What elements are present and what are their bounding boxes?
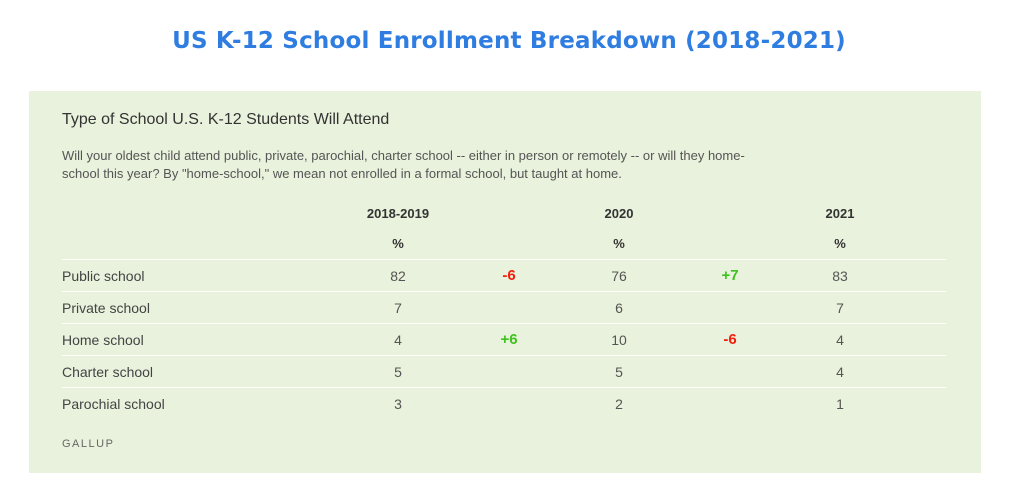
value-cell: 7 bbox=[836, 300, 844, 316]
source-label: GALLUP bbox=[62, 438, 115, 450]
row-label: Charter school bbox=[62, 364, 154, 380]
page-title: US K-12 School Enrollment Breakdown (201… bbox=[172, 28, 846, 54]
value-cell: 6 bbox=[615, 300, 623, 316]
value-cell: 4 bbox=[394, 332, 402, 348]
table-row: Private school 7 6 7 bbox=[62, 291, 946, 324]
value-cell: 2 bbox=[615, 396, 623, 412]
value-cell: 4 bbox=[836, 364, 844, 380]
value-cell: 3 bbox=[394, 396, 402, 412]
column-unit: % bbox=[834, 236, 846, 251]
value-cell: 82 bbox=[390, 268, 406, 284]
value-cell: 83 bbox=[832, 268, 848, 284]
column-unit: % bbox=[392, 236, 404, 251]
decrease-label: -6 bbox=[723, 331, 737, 348]
table-row: Parochial school 3 2 1 bbox=[62, 387, 946, 420]
decrease-label: -6 bbox=[502, 267, 516, 284]
survey-question: Will your oldest child attend public, pr… bbox=[62, 148, 745, 181]
increase-label: +6 bbox=[500, 331, 518, 348]
value-cell: 10 bbox=[611, 332, 627, 348]
chart-title: Type of School U.S. K-12 Students Will A… bbox=[62, 111, 390, 128]
row-label: Home school bbox=[62, 332, 144, 348]
value-cell: 1 bbox=[836, 396, 844, 412]
table-row: Home school 4 10 4 +6 -6 bbox=[62, 323, 946, 356]
value-cell: 5 bbox=[615, 364, 623, 380]
value-cell: 76 bbox=[611, 268, 627, 284]
column-header-2020: 2020 bbox=[604, 206, 634, 221]
row-label: Private school bbox=[62, 300, 150, 316]
value-cell: 4 bbox=[836, 332, 844, 348]
column-unit: % bbox=[613, 236, 625, 251]
table-row: Public school 82 76 83 -6 +7 bbox=[62, 259, 946, 292]
table-row: Charter school 5 5 4 bbox=[62, 355, 946, 388]
increase-label: +7 bbox=[721, 267, 739, 284]
row-label: Public school bbox=[62, 268, 145, 284]
column-header-2021: 2021 bbox=[825, 206, 855, 221]
chart-panel: Type of School U.S. K-12 Students Will A… bbox=[29, 91, 981, 473]
column-header-2018-2019: 2018-2019 bbox=[366, 206, 430, 221]
value-cell: 7 bbox=[394, 300, 402, 316]
row-label: Parochial school bbox=[62, 396, 165, 412]
value-cell: 5 bbox=[394, 364, 402, 380]
